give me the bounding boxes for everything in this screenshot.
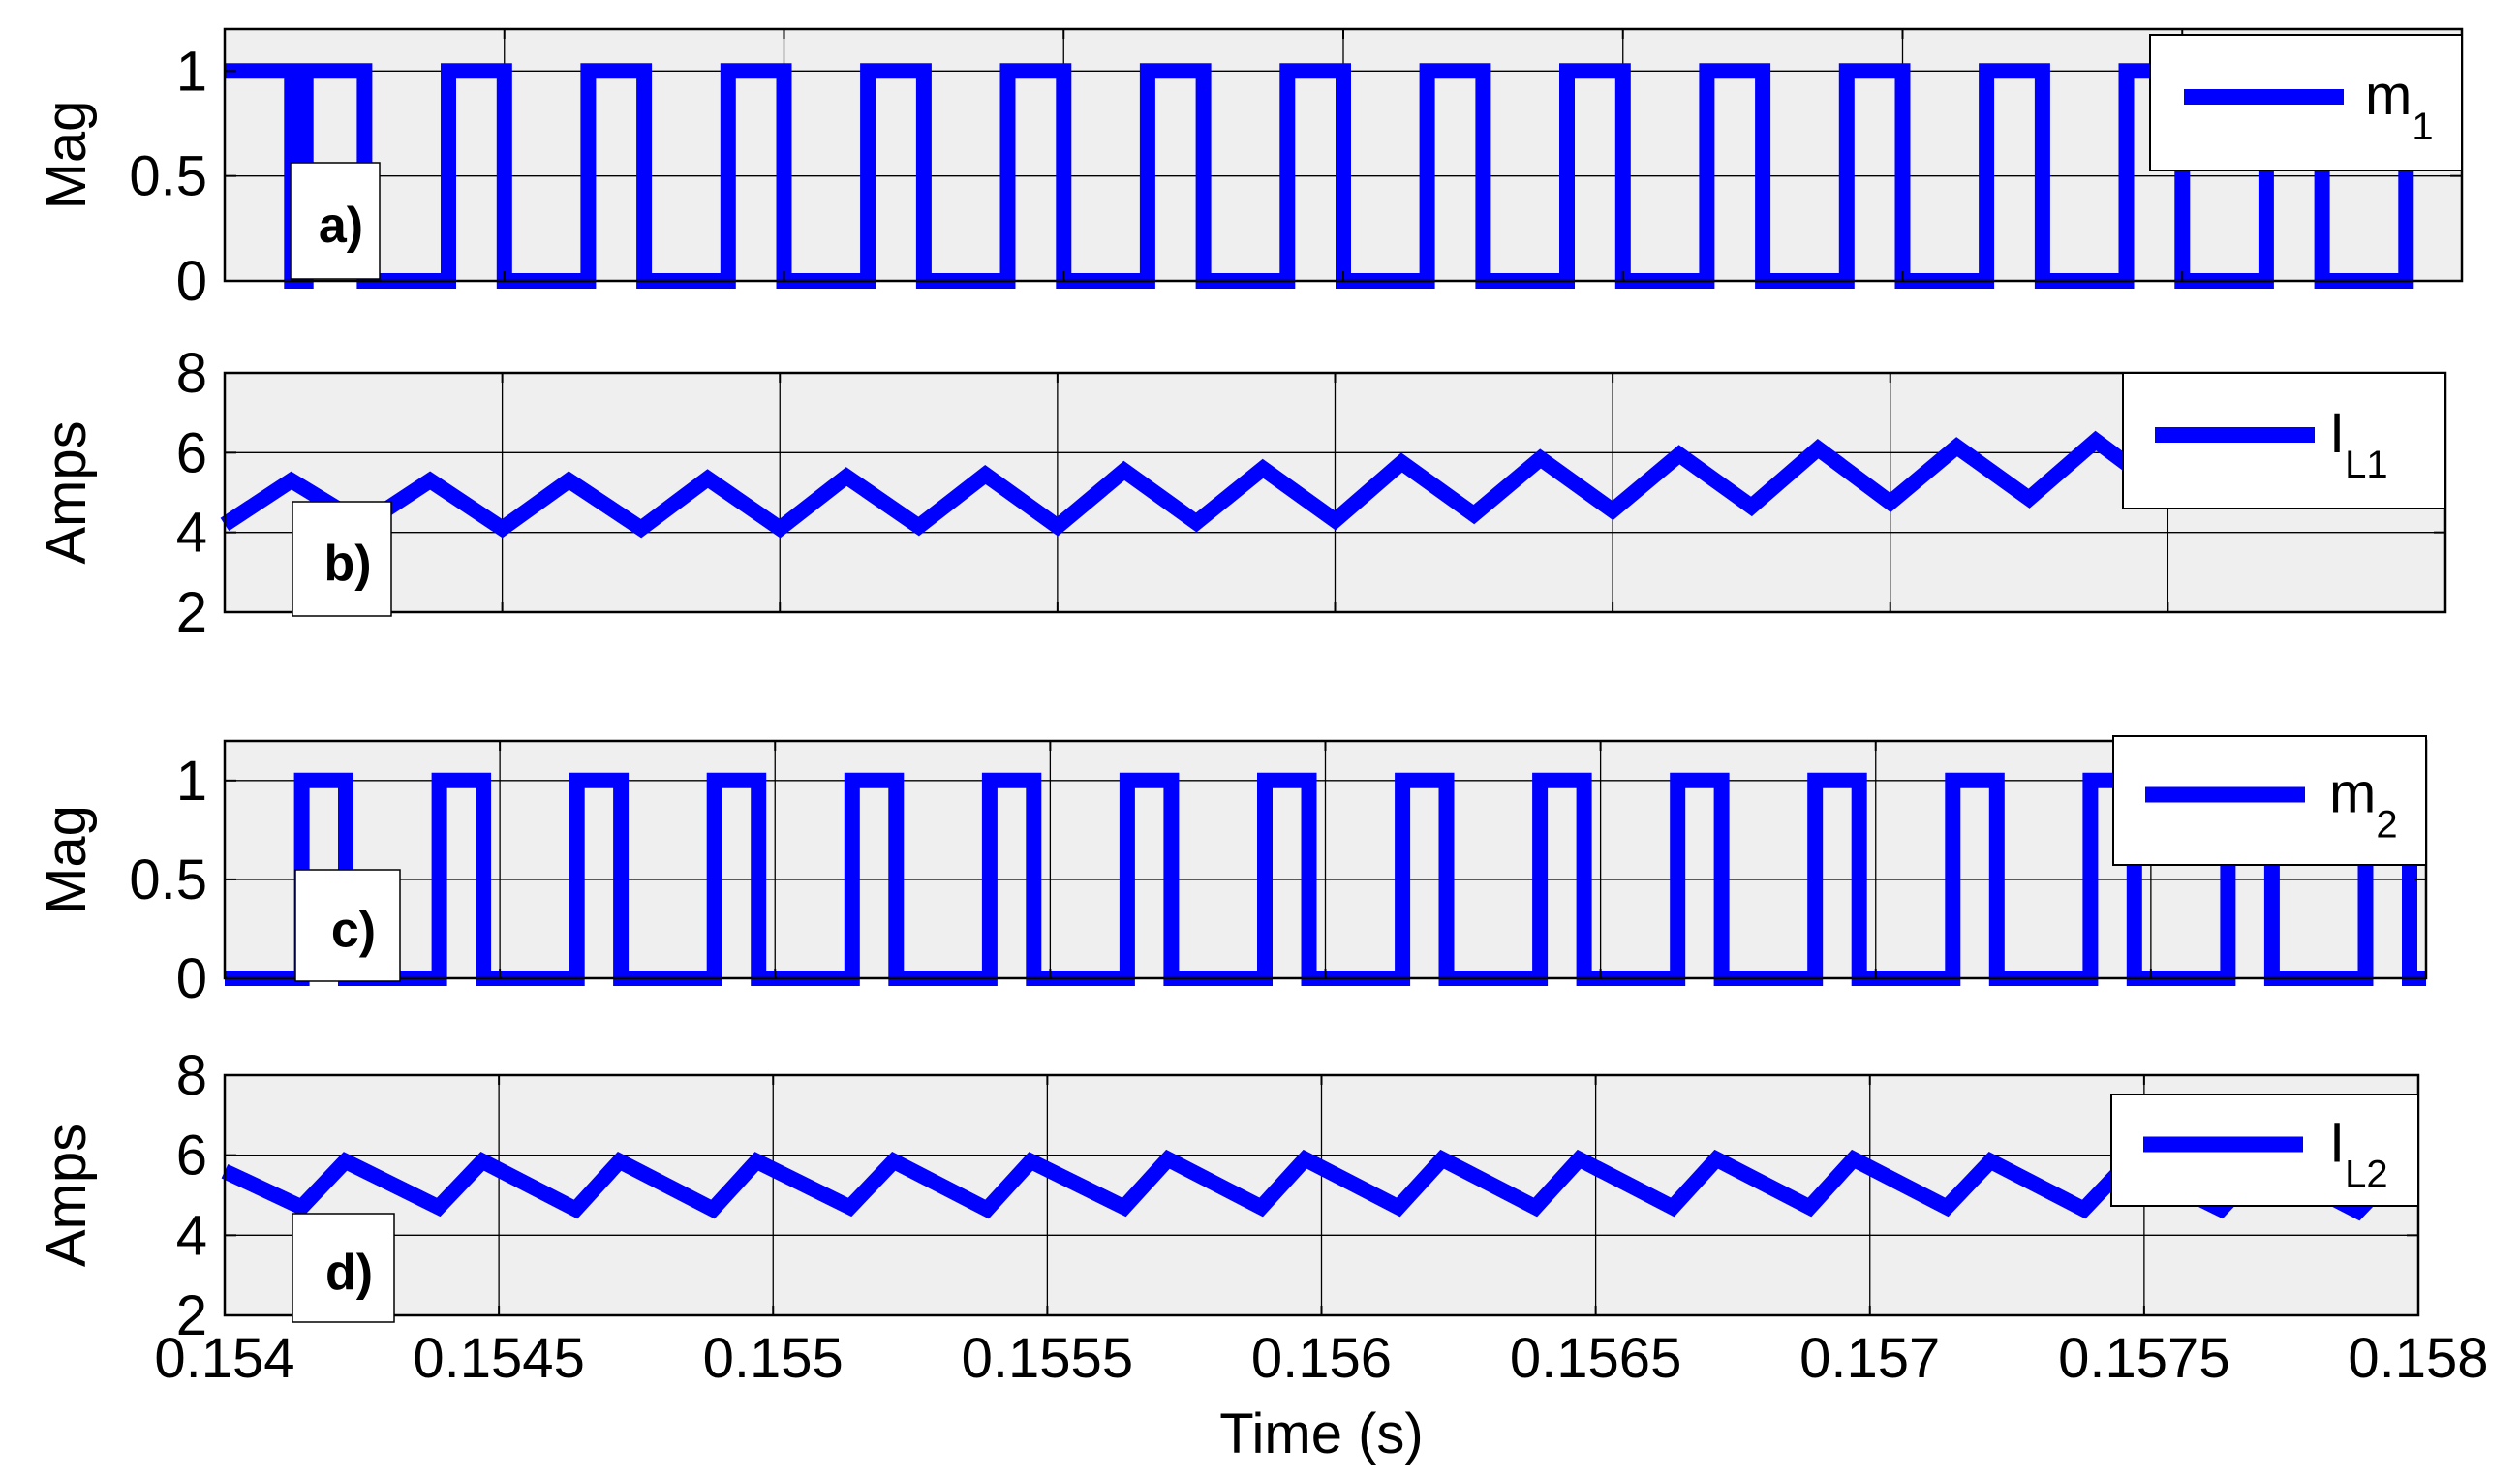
y-tick-label: 1: [176, 40, 207, 103]
legend-subscript: L2: [2345, 1154, 2388, 1196]
panel-label-box: [292, 501, 392, 617]
y-tick-label: 8: [176, 1044, 207, 1107]
panel-label-box: [290, 162, 381, 280]
x-tick-label: 0.1565: [1510, 1327, 1681, 1390]
y-tick-label: 0.5: [129, 848, 207, 911]
panel-label: b): [323, 536, 371, 592]
y-tick-label: 0.5: [129, 145, 207, 208]
y-tick-label: 1: [176, 750, 207, 813]
legend-subscript: 2: [2376, 804, 2397, 847]
x-axis-label: Time (s): [1219, 1403, 1423, 1465]
x-tick-label: 0.1555: [962, 1327, 1133, 1390]
y-tick-label: 0: [176, 250, 207, 313]
y-tick-label: 4: [176, 1204, 207, 1267]
y-tick-label: 2: [176, 1284, 207, 1347]
y-axis-label: Mag: [35, 101, 98, 210]
y-axis-label: Mag: [35, 805, 98, 914]
panel-label: a): [319, 198, 363, 254]
legend-label: m2: [2329, 762, 2398, 847]
legend-subscript: L1: [2345, 444, 2388, 486]
x-tick-label: 0.155: [703, 1327, 844, 1390]
y-axis-label: Amps: [35, 1124, 98, 1267]
x-tick-label: 0.157: [1799, 1327, 1940, 1390]
panel-label: d): [325, 1245, 373, 1301]
x-tick-label: 0.1575: [2058, 1327, 2229, 1390]
legend-label: m1: [2365, 64, 2434, 148]
y-tick-label: 2: [176, 581, 207, 644]
legend-label: IL1: [2329, 402, 2388, 486]
y-tick-label: 8: [176, 342, 207, 405]
y-tick-label: 0: [176, 947, 207, 1010]
panel-label: c): [331, 903, 376, 959]
y-tick-label: 6: [176, 421, 207, 484]
x-tick-label: 0.154: [154, 1327, 294, 1390]
y-axis-label: Amps: [35, 420, 98, 564]
series-IL2-line: [221, 1149, 2408, 1221]
x-tick-label: 0.156: [1251, 1327, 1392, 1390]
panel-label-box: [292, 1213, 395, 1323]
series-IL1-line: [220, 430, 2240, 539]
panel-label-box: [294, 869, 401, 982]
legend-subscript: 1: [2412, 106, 2433, 148]
legend-label: IL2: [2329, 1112, 2388, 1196]
x-tick-label: 0.1545: [413, 1327, 584, 1390]
x-tick-label: 0.158: [2348, 1327, 2488, 1390]
y-tick-label: 4: [176, 502, 207, 565]
y-tick-label: 6: [176, 1125, 207, 1187]
